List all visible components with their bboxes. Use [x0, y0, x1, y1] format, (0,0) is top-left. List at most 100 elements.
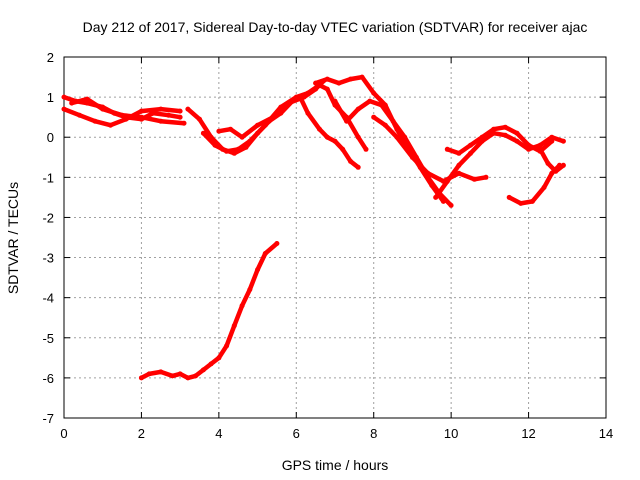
chart-title: Day 212 of 2017, Sidereal Day-to-day VTE…: [83, 19, 588, 35]
data-point: [77, 112, 82, 118]
x-tick-label: 2: [138, 426, 145, 441]
data-point: [224, 343, 230, 349]
data-point: [305, 110, 311, 116]
data-point: [317, 126, 322, 132]
data-point: [181, 120, 187, 126]
data-point: [456, 150, 462, 156]
grid-lines: [64, 57, 606, 418]
data-point: [355, 134, 361, 140]
data-point: [239, 134, 245, 140]
data-point: [146, 371, 152, 377]
data-point: [301, 94, 307, 100]
data-point: [468, 142, 473, 148]
data-point: [448, 202, 454, 208]
data-point: [158, 106, 164, 112]
series-line-trace-k: [445, 124, 555, 156]
data-point: [502, 132, 508, 138]
data-point: [468, 150, 473, 156]
data-point: [526, 142, 532, 148]
data-point: [402, 134, 408, 140]
data-point: [313, 80, 319, 86]
x-tick-label: 8: [370, 426, 377, 441]
data-point: [529, 198, 535, 204]
data-point: [483, 174, 489, 180]
data-point: [332, 138, 338, 144]
data-point: [119, 112, 125, 118]
data-point: [169, 373, 175, 379]
data-point: [371, 90, 377, 96]
data-point: [379, 102, 384, 108]
data-point: [336, 80, 342, 86]
data-point: [367, 98, 373, 104]
data-point: [84, 96, 90, 102]
data-point: [274, 241, 280, 246]
data-point: [255, 267, 261, 273]
data-point: [158, 118, 164, 124]
data-point: [560, 162, 566, 168]
y-tick-label: -7: [42, 411, 54, 426]
data-point: [216, 355, 222, 361]
series-line-trace-i: [371, 114, 489, 184]
y-tick-label: 0: [47, 130, 54, 145]
x-tick-label: 10: [444, 426, 458, 441]
data-point: [138, 114, 144, 120]
y-tick-label: 2: [47, 50, 54, 65]
y-tick-label: -5: [42, 331, 54, 346]
data-point: [108, 122, 113, 128]
y-tick-label: 1: [47, 90, 54, 105]
data-point: [514, 130, 520, 136]
plot-area-frame: [63, 56, 607, 419]
y-axis-label: SDTVAR / TECUs: [5, 182, 21, 294]
data-point: [394, 134, 400, 140]
data-point: [208, 361, 214, 367]
data-point: [239, 303, 245, 309]
data-point: [185, 106, 191, 112]
y-tick-label: -1: [42, 170, 54, 185]
data-point: [92, 118, 98, 124]
data-point: [138, 375, 144, 381]
data-series: [61, 74, 566, 381]
data-point: [324, 76, 330, 82]
data-point: [537, 146, 543, 152]
data-point: [355, 164, 361, 170]
data-point: [409, 154, 415, 160]
x-axis-label: GPS time / hours: [282, 457, 389, 473]
data-point: [216, 128, 222, 134]
data-point: [61, 94, 67, 100]
y-tick-label: -6: [42, 371, 54, 386]
data-point: [313, 86, 319, 92]
data-point: [255, 122, 261, 128]
data-point: [541, 184, 547, 190]
data-point: [332, 98, 338, 104]
data-point: [69, 100, 75, 106]
data-point: [158, 369, 164, 375]
series-line-trace-m: [537, 147, 566, 174]
data-point: [185, 375, 191, 381]
data-point: [491, 126, 497, 132]
data-point: [444, 178, 450, 184]
data-point: [518, 200, 524, 206]
data-point: [553, 168, 559, 174]
data-point: [235, 146, 241, 152]
data-point: [471, 176, 477, 182]
x-tick-label: 12: [521, 426, 535, 441]
data-point: [390, 118, 396, 124]
data-point: [228, 126, 233, 132]
data-point: [224, 148, 230, 154]
data-point: [545, 160, 551, 166]
data-point: [433, 194, 439, 200]
data-point: [177, 371, 183, 377]
data-point: [286, 100, 291, 106]
data-point: [444, 146, 450, 152]
series-line-trace-b: [61, 106, 183, 128]
x-tick-label: 0: [60, 426, 67, 441]
data-point: [371, 114, 377, 120]
data-point: [138, 108, 144, 114]
data-point: [359, 74, 365, 80]
series-line-trace-e: [201, 82, 369, 154]
data-point: [456, 170, 462, 176]
y-tick-label: -2: [42, 210, 54, 225]
x-tick-label: 14: [599, 426, 613, 441]
